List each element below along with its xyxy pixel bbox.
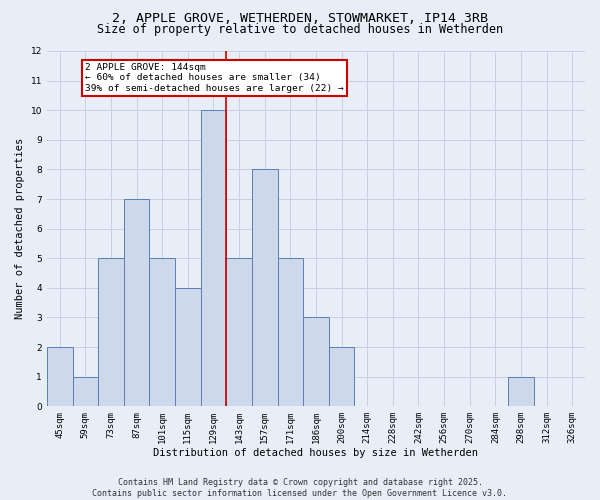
Y-axis label: Number of detached properties: Number of detached properties [15,138,25,319]
Text: Size of property relative to detached houses in Wetherden: Size of property relative to detached ho… [97,24,503,36]
X-axis label: Distribution of detached houses by size in Wetherden: Distribution of detached houses by size … [154,448,478,458]
Bar [175,288,200,406]
Bar [252,170,278,406]
Text: 2 APPLE GROVE: 144sqm
← 60% of detached houses are smaller (34)
39% of semi-deta: 2 APPLE GROVE: 144sqm ← 60% of detached … [85,63,344,92]
Bar [226,258,252,406]
Bar [278,258,303,406]
Bar [98,258,124,406]
Bar [149,258,175,406]
Bar [329,347,355,406]
Bar [124,199,149,406]
Bar [47,347,73,406]
Bar [508,376,534,406]
Bar [200,110,226,406]
Bar [303,318,329,406]
Bar [73,376,98,406]
Text: 2, APPLE GROVE, WETHERDEN, STOWMARKET, IP14 3RB: 2, APPLE GROVE, WETHERDEN, STOWMARKET, I… [112,12,488,24]
Text: Contains HM Land Registry data © Crown copyright and database right 2025.
Contai: Contains HM Land Registry data © Crown c… [92,478,508,498]
